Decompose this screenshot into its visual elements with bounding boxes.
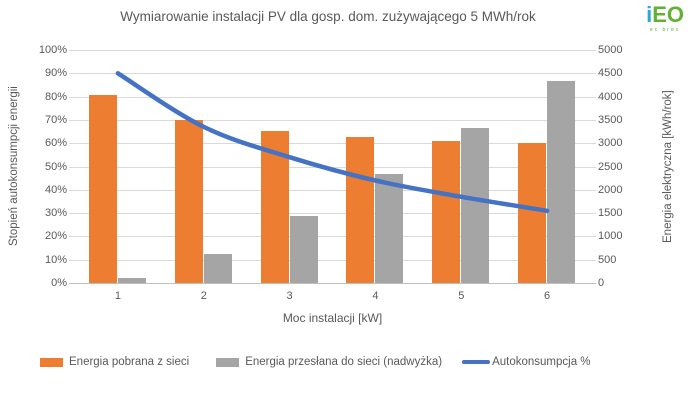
ieo-logo-eo: EO — [652, 2, 684, 27]
bar-energia-pobrana-2kw — [174, 119, 203, 283]
right-axis-tick-label: 2500 — [598, 160, 623, 173]
gridline — [69, 213, 596, 215]
legend-item-autokonsumpcja: Autokonsumpcja % — [462, 356, 591, 368]
left-axis-tick-label: 40% — [44, 183, 67, 196]
gridline — [69, 166, 596, 168]
right-axis-tick-label: 3000 — [598, 137, 623, 150]
gridline — [69, 189, 596, 191]
legend-item-energia-przeslana: Energia przesłana do sieci (nadwyżka) — [216, 356, 442, 368]
bar-energia-pobrana-4kw — [346, 137, 375, 283]
left-axis-tick-label: 90% — [44, 67, 67, 80]
x-axis-tick-label: 6 — [544, 290, 551, 302]
right-axis-tick-label: 0 — [598, 277, 605, 289]
gridline — [69, 259, 596, 261]
bar-energia-przeslana-4kw — [375, 173, 404, 283]
legend-item-energia-pobrana: Energia pobrana z sieci — [40, 356, 189, 368]
right-axis-tick-label: 500 — [598, 253, 617, 266]
chart-title: Wymiarowanie instalacji PV dla gosp. dom… — [120, 9, 536, 24]
x-axis-tick-label: 1 — [114, 290, 121, 302]
left-axis-tick-label: 80% — [44, 90, 67, 103]
x-axis-tick-label: 3 — [286, 290, 293, 302]
legend-label-energia-przeslana: Energia przesłana do sieci (nadwyżka) — [245, 356, 443, 368]
gridline — [69, 143, 596, 145]
gridline — [69, 119, 596, 121]
right-axis-tick-label: 3500 — [598, 113, 623, 126]
gridline — [69, 73, 596, 75]
blue-line-swatch-icon — [462, 360, 491, 364]
bar-energia-pobrana-1kw — [88, 95, 117, 283]
right-axis-tick-label: 4500 — [598, 67, 623, 80]
left-axis-tick-label: 20% — [44, 230, 67, 243]
right-axis-tick-label: 5000 — [598, 44, 623, 56]
left-axis-tick-label: 10% — [44, 253, 67, 266]
gridline — [69, 50, 596, 51]
orange-bar-swatch-icon — [40, 357, 63, 367]
bar-energia-pobrana-6kw — [518, 143, 547, 283]
right-axis-tick-label: 2000 — [598, 183, 623, 196]
right-axis-tick-label: 4000 — [598, 90, 623, 103]
bar-energia-przeslana-3kw — [289, 216, 318, 283]
gray-bar-swatch-icon — [216, 357, 240, 367]
bar-energia-przeslana-6kw — [547, 80, 576, 283]
x-axis-tick-label: 5 — [458, 290, 465, 302]
x-axis-title: Moc instalacji [kW] — [282, 311, 383, 325]
gridline — [69, 236, 596, 238]
x-axis-tick-label: 2 — [200, 290, 207, 302]
left-axis-tick-label: 50% — [44, 160, 67, 173]
left-axis-tick-label: 100% — [38, 44, 67, 56]
legend-label-autokonsumpcja: Autokonsumpcja % — [492, 356, 591, 368]
ieo-logo-text: iEO — [646, 4, 684, 26]
ieo-logo-subtext: ec brec — [649, 27, 681, 33]
ieo-logo: iEO ec brec — [646, 4, 684, 33]
right-axis-tick-label: 1000 — [598, 230, 623, 243]
x-axis-line — [69, 283, 596, 284]
right-axis-title: Energia elektryczna [kWh/rok] — [662, 90, 674, 243]
plot-area — [69, 50, 596, 284]
legend-label-energia-pobrana: Energia pobrana z sieci — [69, 356, 190, 368]
bar-energia-przeslana-5kw — [461, 127, 490, 283]
legend: Energia pobrana z sieci Energia przesłan… — [40, 356, 591, 368]
bar-energia-pobrana-5kw — [432, 140, 461, 283]
right-axis-tick-label: 1500 — [598, 207, 623, 220]
bar-energia-przeslana-2kw — [203, 253, 232, 283]
autokonsumpcja-line — [115, 71, 550, 214]
gridline — [69, 96, 596, 98]
left-axis-tick-label: 0% — [51, 277, 67, 289]
bar-energia-przeslana-1kw — [117, 278, 146, 283]
left-axis-tick-label: 60% — [44, 137, 67, 150]
x-axis-tick-label: 4 — [372, 290, 379, 302]
left-axis-tick-label: 70% — [44, 113, 67, 126]
left-axis-tick-label: 30% — [44, 207, 67, 220]
ieo-logo-i: i — [646, 2, 653, 27]
